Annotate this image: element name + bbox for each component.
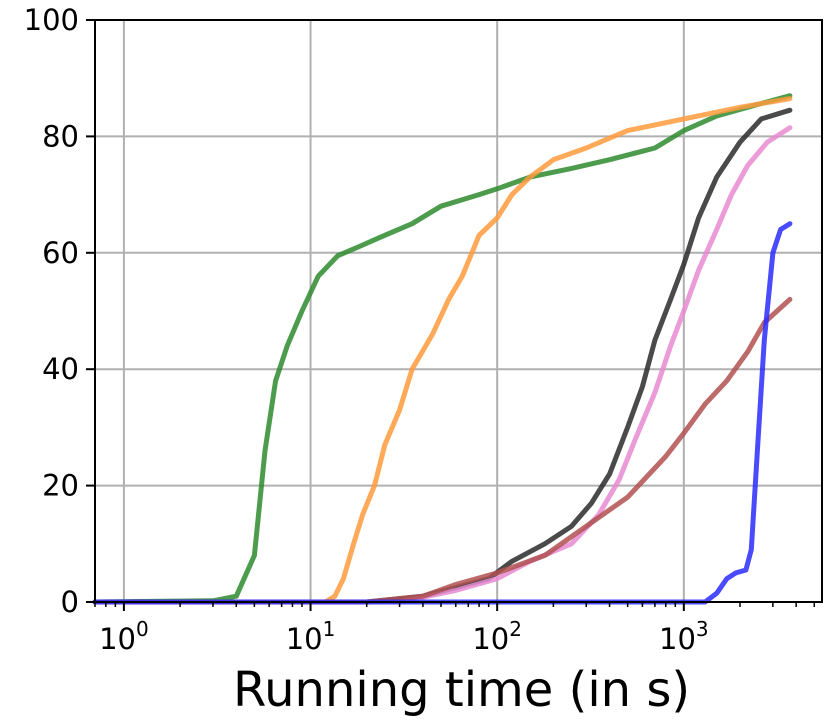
series-line-1 bbox=[92, 93, 793, 605]
series-line-5 bbox=[92, 296, 793, 605]
x-tick-label: 101 bbox=[286, 617, 336, 656]
y-tick-label: 20 bbox=[42, 469, 79, 503]
y-axis: 0 20 40 60 80 100 bbox=[24, 3, 95, 619]
series-line-6 bbox=[92, 221, 793, 605]
y-tick-label: 80 bbox=[42, 119, 79, 153]
y-tick-label: 100 bbox=[24, 3, 79, 37]
y-tick-label: 0 bbox=[61, 585, 79, 619]
plot-area-frame bbox=[94, 19, 823, 603]
x-axis-title: Running time (in s) bbox=[233, 662, 690, 718]
series-line-4 bbox=[92, 125, 793, 605]
series-line-3 bbox=[92, 107, 793, 605]
x-axis: 100 101 102 103 bbox=[94, 602, 816, 656]
y-tick-label: 40 bbox=[42, 352, 79, 386]
series-group bbox=[92, 93, 793, 605]
y-tick-label: 60 bbox=[42, 236, 79, 270]
series-line-2 bbox=[92, 96, 793, 605]
x-tick-label: 102 bbox=[472, 617, 522, 656]
grid bbox=[95, 19, 822, 603]
x-tick-label: 100 bbox=[99, 617, 149, 656]
x-tick-label: 103 bbox=[659, 617, 709, 656]
